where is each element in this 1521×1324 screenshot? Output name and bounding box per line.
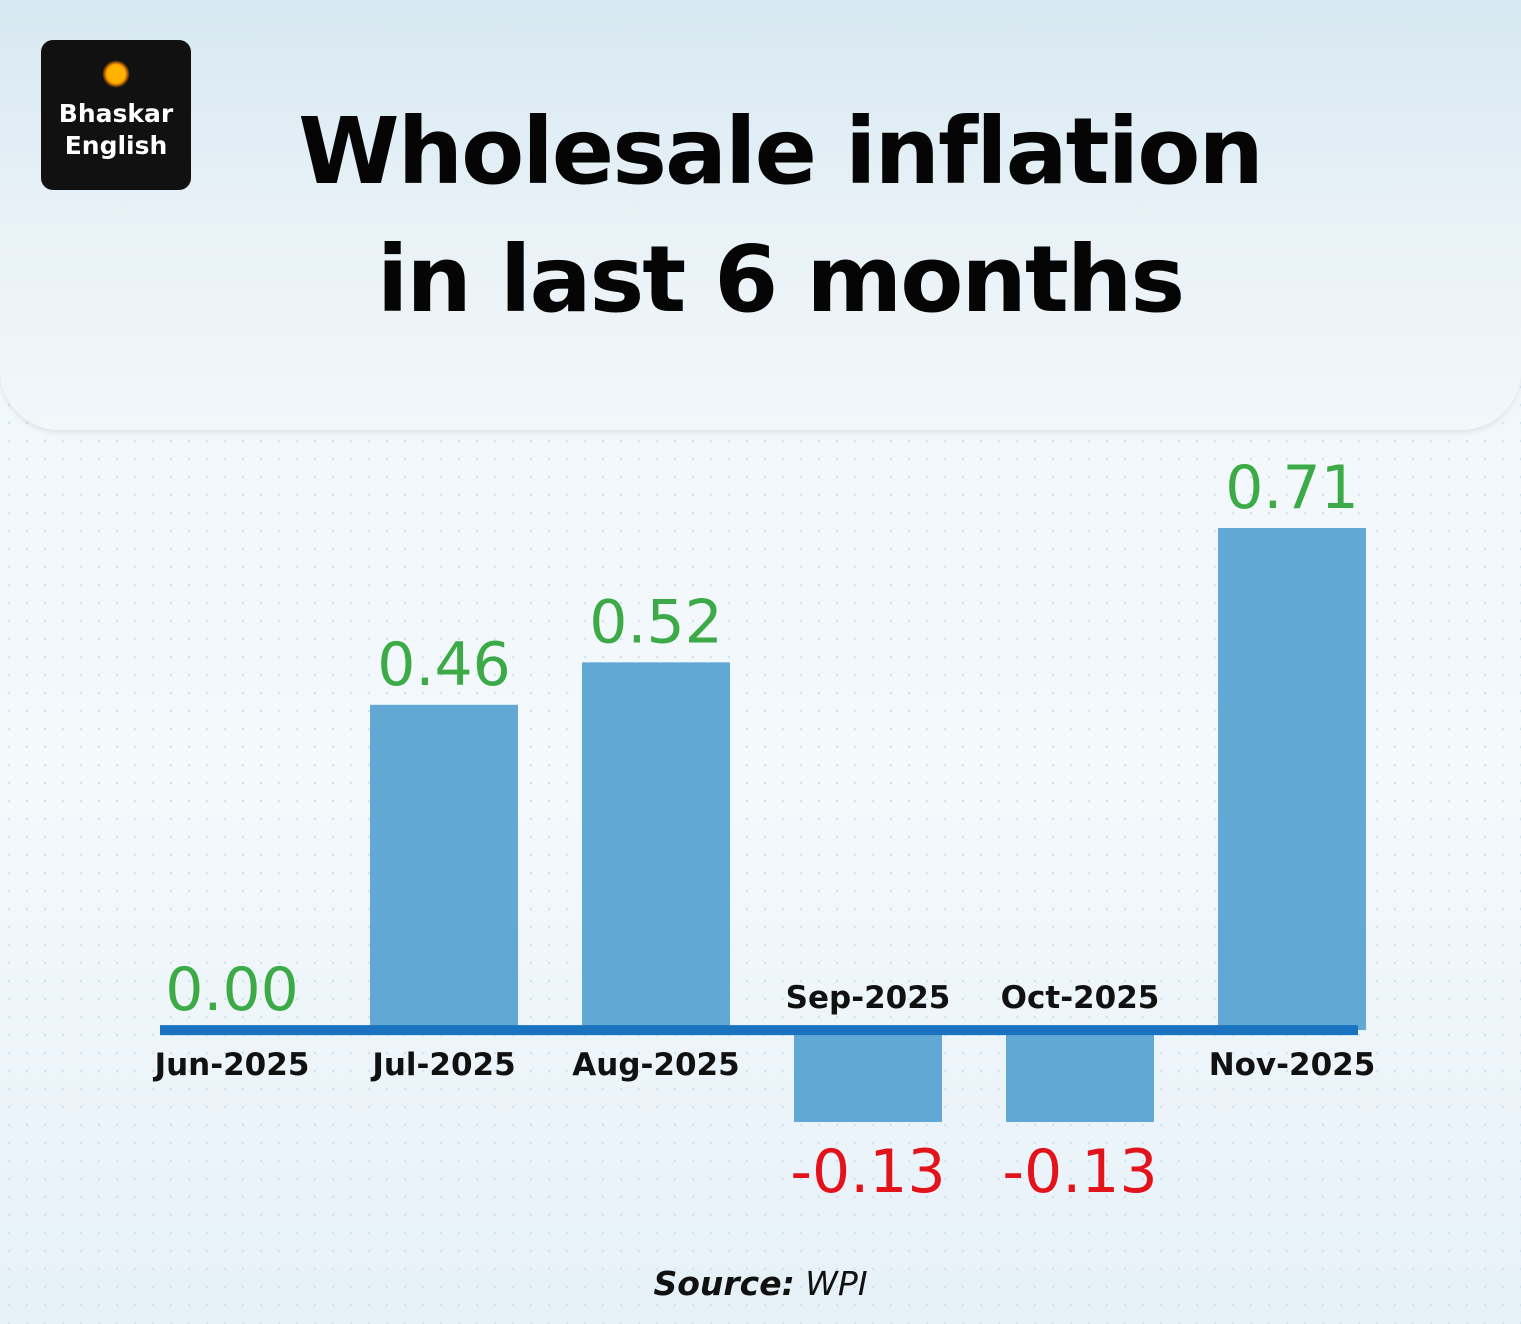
value-label: -0.13	[1002, 1137, 1157, 1207]
x-tick-label: Nov-2025	[1209, 1047, 1376, 1083]
source: Source: WPI	[0, 1264, 1521, 1303]
source-text: WPI	[805, 1264, 868, 1303]
bar	[582, 662, 730, 1031]
chart-title: Wholesale inflation in last 6 months	[298, 98, 1264, 333]
bar	[1218, 528, 1366, 1031]
logo: Bhaskar English	[41, 40, 191, 190]
x-tick-label: Aug-2025	[572, 1047, 739, 1083]
logo-text: Bhaskar	[58, 99, 174, 128]
x-tick-label: Jun-2025	[153, 1047, 310, 1083]
logo-sun	[102, 60, 130, 88]
value-label: 0.00	[165, 955, 299, 1025]
logo-text: English	[64, 131, 168, 160]
value-label: -0.13	[790, 1137, 945, 1207]
value-label: 0.71	[1225, 453, 1359, 523]
x-tick-label: Oct-2025	[1001, 980, 1160, 1016]
source-label: Source:	[653, 1264, 795, 1303]
bar	[1006, 1030, 1154, 1122]
bar	[794, 1030, 942, 1122]
value-label: 0.52	[589, 587, 723, 657]
value-label: 0.46	[377, 630, 511, 700]
x-tick-label: Sep-2025	[786, 980, 951, 1016]
bar	[370, 704, 518, 1031]
x-tick-label: Jul-2025	[370, 1047, 515, 1083]
header-banner	[0, 0, 1521, 430]
